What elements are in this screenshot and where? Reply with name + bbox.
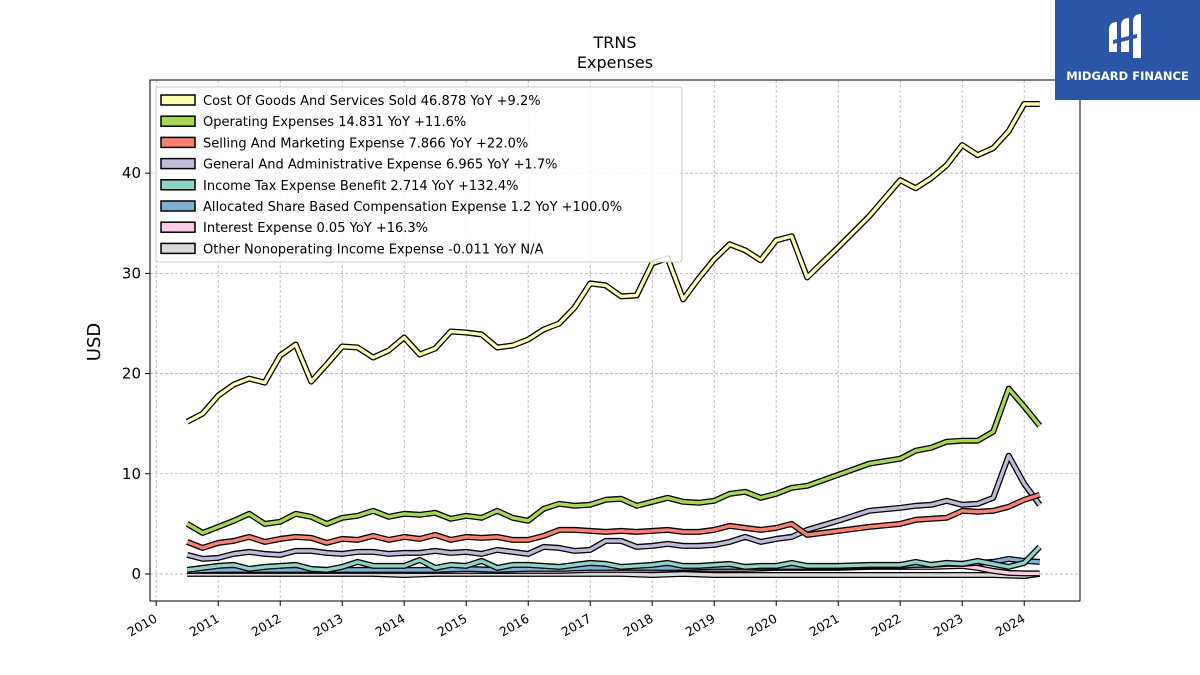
series-line-outline — [185, 385, 1043, 536]
legend-box — [155, 86, 683, 263]
chart-title: TRNS — [592, 33, 636, 52]
legend-entry: Cost Of Goods And Services Sold 46.878 Y… — [203, 94, 541, 109]
legend-entry: Selling And Marketing Expense 7.866 YoY … — [203, 136, 528, 151]
series-2 — [185, 385, 1043, 536]
y-tick-label: 30 — [122, 264, 141, 282]
x-axis-ticks: 2010 2011 2012 2013 2014 2015 2016 2017 2018 2019… — [125, 601, 1028, 640]
x-tick-label: 2015 — [435, 611, 470, 640]
series-line — [186, 102, 1040, 424]
legend-swatch — [160, 157, 196, 170]
legend-entry: Income Tax Expense Benefit 2.714 YoY +13… — [203, 179, 518, 194]
logo-text: MIDGARD FINANCE — [1066, 69, 1189, 83]
x-tick-label: 2018 — [621, 611, 656, 640]
legend-entry: Allocated Share Based Compensation Expen… — [203, 200, 622, 215]
chart-subtitle: Expenses — [577, 53, 653, 72]
series-line — [186, 545, 1041, 572]
legend-swatch — [160, 221, 196, 233]
x-tick-label: 2010 — [125, 611, 160, 640]
y-tick-label: 10 — [122, 465, 141, 483]
legend-swatch — [160, 179, 196, 191]
x-tick-label: 2011 — [187, 611, 222, 640]
x-tick-label: 2021 — [807, 611, 842, 640]
x-tick-label: 2017 — [559, 611, 594, 640]
legend-swatch — [160, 115, 196, 127]
legend-swatch — [160, 136, 196, 149]
x-tick-label: 2014 — [373, 611, 408, 640]
series-3 — [186, 491, 1041, 551]
series-4 — [186, 452, 1043, 562]
series-8 — [187, 570, 1041, 579]
legend-swatch — [160, 94, 196, 106]
brand-logo: MIDGARD FINANCE — [1055, 0, 1200, 100]
x-tick-label: 2022 — [869, 611, 904, 640]
legend-entry: Interest Expense 0.05 YoY +16.3% — [203, 221, 428, 236]
series-1 — [185, 101, 1040, 425]
y-tick-label: 20 — [122, 365, 141, 383]
x-tick-label: 2023 — [931, 611, 966, 640]
logo-mark-icon — [1109, 14, 1141, 58]
series-line — [186, 493, 1041, 550]
series-lines — [185, 101, 1043, 579]
y-axis-label: USD — [84, 323, 105, 361]
x-tick-label: 2019 — [683, 611, 718, 640]
y-axis-ticks: 0 10 20 30 40 — [122, 164, 150, 583]
plot-frame — [149, 79, 1081, 602]
x-tick-label: 2016 — [497, 611, 532, 640]
y-tick-label: 40 — [122, 164, 141, 182]
series-5 — [186, 544, 1042, 573]
y-tick-label: 0 — [131, 565, 141, 583]
series-line — [186, 386, 1042, 535]
x-tick-label: 2013 — [311, 611, 346, 640]
x-tick-label: 2024 — [993, 611, 1028, 640]
legend-entry: General And Administrative Expense 6.965… — [203, 158, 557, 173]
legend-entry: Other Nonoperating Income Expense -0.011… — [203, 242, 543, 257]
legend: Cost Of Goods And Services Sold 46.878 Y… — [155, 86, 683, 263]
legend-swatch — [160, 242, 196, 255]
series-line — [186, 454, 1042, 561]
legend-swatch — [160, 200, 196, 212]
x-tick-label: 2012 — [249, 611, 284, 640]
x-tick-label: 2020 — [745, 611, 780, 640]
legend-entry: Operating Expenses 14.831 YoY +11.6% — [203, 115, 466, 130]
